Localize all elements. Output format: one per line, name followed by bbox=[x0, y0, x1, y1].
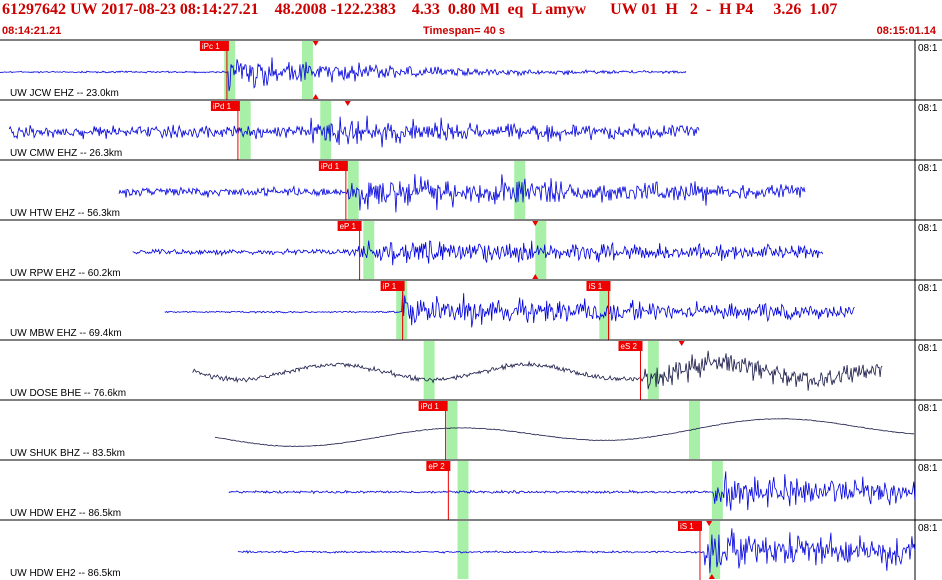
channel-panel[interactable]: iS 1 UW HDW EH2 -- 86.5km 08:1 bbox=[0, 519, 942, 580]
analysis-window bbox=[599, 281, 611, 339]
channel-panel[interactable]: iPd 1 UW HTW EHZ -- 56.3km 08:1 bbox=[0, 159, 942, 220]
arrival-marker bbox=[532, 274, 539, 279]
channel-panel[interactable]: iPd 1 UW SHUK BHZ -- 83.5km 08:1 bbox=[0, 399, 942, 460]
event-summary-line: 61297642 UW 2017-08-23 08:14:27.21 48.20… bbox=[2, 1, 838, 18]
scale-tag: 08:1 bbox=[918, 103, 938, 114]
analysis-window bbox=[320, 101, 332, 159]
analysis-window bbox=[514, 161, 526, 219]
analysis-window bbox=[347, 161, 359, 219]
scale-tag: 08:1 bbox=[918, 403, 938, 414]
phase-pick-flag[interactable] bbox=[586, 281, 611, 291]
waveform-trace[interactable] bbox=[118, 174, 806, 213]
phase-pick-flag[interactable] bbox=[380, 281, 405, 291]
phase-pick-flag[interactable] bbox=[337, 221, 362, 231]
analysis-window bbox=[535, 221, 547, 279]
channel-label: UW JCW EHZ -- 23.0km bbox=[10, 88, 119, 99]
phase-pick-flag[interactable] bbox=[318, 161, 348, 171]
analysis-window bbox=[301, 41, 313, 99]
waveform-trace[interactable] bbox=[228, 471, 916, 511]
scale-tag: 08:1 bbox=[918, 163, 938, 174]
channel-label: UW RPW EHZ -- 60.2km bbox=[10, 268, 121, 279]
scale-tag: 08:1 bbox=[918, 343, 938, 354]
channel-panel[interactable]: iPd 1 UW CMW EHZ -- 26.3km 08:1 bbox=[0, 99, 942, 160]
analysis-window bbox=[457, 461, 469, 519]
channel-label: UW HDW EH2 -- 86.5km bbox=[10, 568, 121, 579]
phase-pick-flag[interactable] bbox=[210, 101, 240, 111]
arrival-marker bbox=[312, 41, 319, 46]
phase-pick-flag[interactable] bbox=[199, 41, 229, 51]
analysis-window bbox=[239, 101, 251, 159]
analysis-window bbox=[224, 41, 236, 99]
analysis-window bbox=[647, 341, 659, 399]
channel-panel[interactable]: eP 2 UW HDW EHZ -- 86.5km 08:1 bbox=[0, 459, 942, 520]
arrival-marker bbox=[706, 521, 713, 526]
phase-pick-label: iPd 1 bbox=[213, 102, 232, 111]
phase-pick-label: iPd 1 bbox=[321, 162, 340, 171]
analysis-window bbox=[363, 221, 375, 279]
arrival-marker bbox=[312, 94, 319, 99]
waveform-trace[interactable] bbox=[132, 240, 824, 266]
channel-label: UW DOSE BHE -- 76.6km bbox=[10, 388, 126, 399]
arrival-marker bbox=[532, 221, 539, 226]
waveform-trace[interactable] bbox=[237, 528, 916, 573]
phase-pick-label: iPd 1 bbox=[421, 402, 440, 411]
arrival-marker bbox=[344, 101, 351, 106]
scale-tag: 08:1 bbox=[918, 43, 938, 54]
channel-label: UW HTW EHZ -- 56.3km bbox=[10, 208, 120, 219]
channel-panel[interactable]: eP 1 UW RPW EHZ -- 60.2km 08:1 bbox=[0, 219, 942, 280]
analysis-window bbox=[446, 401, 458, 459]
channel-panel[interactable]: eS 2 UW DOSE BHE -- 76.6km 08:1 bbox=[0, 339, 942, 400]
phase-pick-label: iS 1 bbox=[588, 282, 602, 291]
scale-tag: 08:1 bbox=[918, 523, 938, 534]
phase-pick-label: iPc 1 bbox=[202, 42, 220, 51]
phase-pick-label: iP 1 bbox=[383, 282, 397, 291]
arrival-marker bbox=[678, 341, 685, 346]
waveform-trace[interactable] bbox=[0, 57, 687, 92]
channel-label: UW CMW EHZ -- 26.3km bbox=[10, 148, 122, 159]
phase-pick-label: eS 2 bbox=[621, 342, 638, 351]
scale-tag: 08:1 bbox=[918, 283, 938, 294]
analysis-window bbox=[423, 341, 435, 399]
scale-tag: 08:1 bbox=[918, 463, 938, 474]
channel-label: UW MBW EHZ -- 69.4km bbox=[10, 328, 122, 339]
analysis-window bbox=[688, 401, 700, 459]
phase-pick-label: eP 2 bbox=[428, 462, 445, 471]
phase-pick-flag[interactable] bbox=[618, 341, 643, 351]
scale-tag: 08:1 bbox=[918, 223, 938, 234]
channel-label: UW HDW EHZ -- 86.5km bbox=[10, 508, 121, 519]
channel-label: UW SHUK BHZ -- 83.5km bbox=[10, 448, 125, 459]
phase-pick-flag[interactable] bbox=[418, 401, 448, 411]
analysis-window bbox=[709, 521, 721, 579]
waveform-trace[interactable] bbox=[214, 418, 915, 447]
arrival-marker bbox=[708, 574, 715, 579]
analysis-window bbox=[457, 521, 469, 579]
timespan-label: Timespan= 40 s bbox=[423, 25, 506, 37]
start-time-label: 08:14:21.21 bbox=[2, 25, 62, 37]
phase-pick-label: iS 1 bbox=[680, 522, 694, 531]
end-time-label: 08:15:01.14 bbox=[876, 25, 936, 37]
event-header: 61297642 UW 2017-08-23 08:14:27.21 48.20… bbox=[0, 0, 942, 40]
channel-panel[interactable]: iP 1 iS 1 UW MBW EHZ -- 69.4km 08:1 bbox=[0, 279, 942, 340]
phase-pick-flag[interactable] bbox=[426, 461, 451, 471]
phase-pick-flag[interactable] bbox=[677, 521, 702, 531]
waveform-trace[interactable] bbox=[164, 290, 855, 328]
phase-pick-label: eP 1 bbox=[340, 222, 357, 231]
waveform-trace[interactable] bbox=[192, 350, 883, 391]
waveform-trace[interactable] bbox=[8, 115, 700, 148]
channel-panel[interactable]: iPc 1 UW JCW EHZ -- 23.0km 08:1 bbox=[0, 39, 942, 100]
